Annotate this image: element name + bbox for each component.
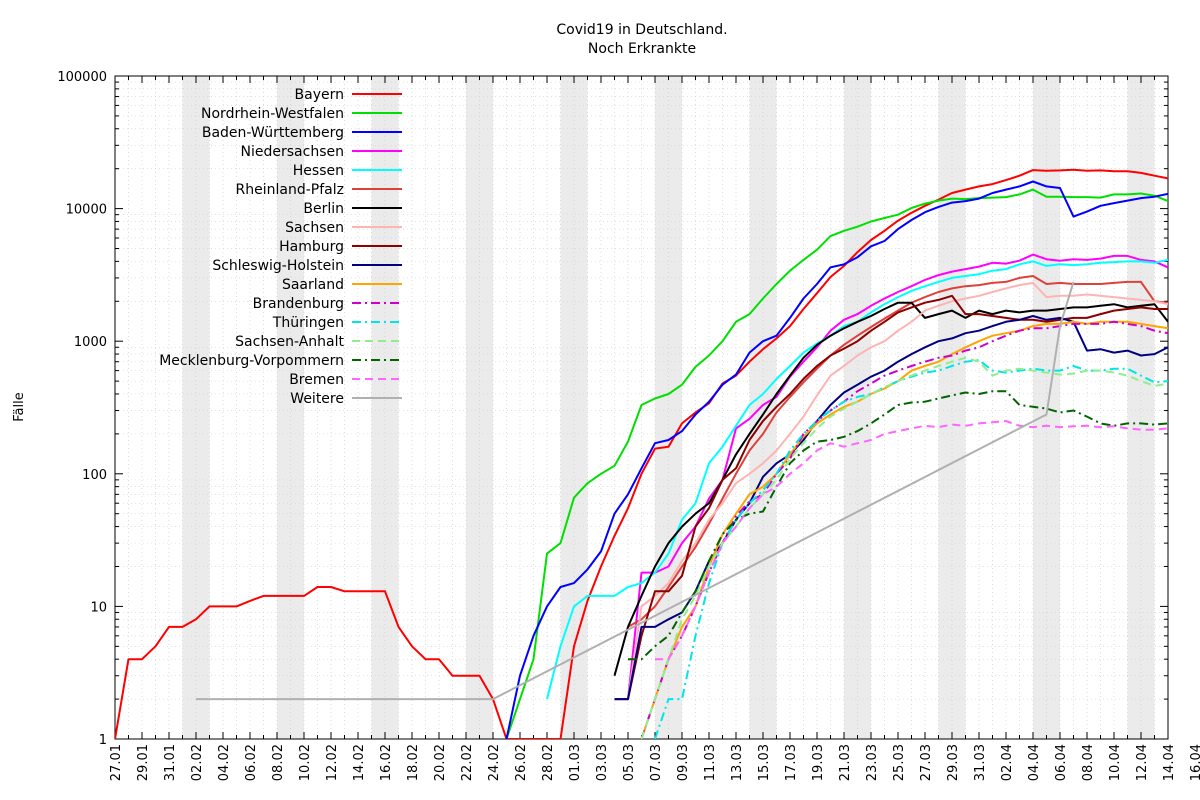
series-lines xyxy=(115,168,1168,739)
x-tick-label: 29.03 xyxy=(946,744,961,781)
x-tick-label: 02.02 xyxy=(190,744,205,781)
x-tick-label: 26.02 xyxy=(514,744,529,781)
legend-label: Mecklenburg-Vorpommern xyxy=(159,353,344,369)
series-line-bremen xyxy=(655,420,1168,661)
series-line-saarland xyxy=(640,320,1168,739)
weekend-band xyxy=(371,76,399,739)
y-tick-label: 100 xyxy=(82,468,107,483)
x-tick-label: 04.02 xyxy=(217,744,232,781)
x-tick-label: 22.02 xyxy=(460,744,475,781)
weekend-band xyxy=(844,76,871,739)
series-line-sachsen-anhalt xyxy=(640,356,1168,739)
series-line-berlin xyxy=(613,301,1168,676)
legend-label: Baden-Württemberg xyxy=(202,125,344,141)
series-line-weitere xyxy=(196,281,1075,701)
weekend-band xyxy=(749,76,777,739)
x-tick-label: 24.02 xyxy=(487,744,502,781)
legend-label: Schleswig-Holstein xyxy=(212,258,344,274)
x-tick-label: 28.02 xyxy=(541,744,556,781)
x-tick-label: 03.03 xyxy=(595,744,610,781)
series-line-hamburg xyxy=(614,294,1168,701)
legend-label: Sachsen xyxy=(285,220,344,236)
x-tick-label: 15.03 xyxy=(757,744,772,781)
legend-label: Niedersachsen xyxy=(241,144,344,160)
legend-label: Nordrhein-Westfalen xyxy=(201,106,344,122)
x-tick-label: 10.02 xyxy=(298,744,313,781)
series-line-nordrhein-westfalen xyxy=(505,188,1168,739)
weekend-band xyxy=(655,76,682,739)
legend-label: Bayern xyxy=(295,87,344,103)
x-tick-label: 17.03 xyxy=(784,744,799,781)
legend-label: Weitere xyxy=(290,391,344,407)
y-tick-label: 1000 xyxy=(74,335,107,350)
y-tick-label: 10000 xyxy=(66,203,107,218)
x-tick-label: 14.02 xyxy=(352,744,367,781)
x-tick-label: 10.04 xyxy=(1108,744,1123,781)
x-tick-label: 29.01 xyxy=(136,744,151,781)
x-tick-label: 31.01 xyxy=(163,744,178,781)
x-tick-label: 16.02 xyxy=(379,744,394,781)
series-line-bayern xyxy=(115,168,1168,739)
y-tick-label: 10 xyxy=(90,600,107,615)
x-tick-label: 21.03 xyxy=(838,744,853,781)
x-tick-label: 12.04 xyxy=(1135,744,1150,781)
grid xyxy=(114,76,1169,739)
series-line-sachsen xyxy=(614,281,1168,701)
weekend-band xyxy=(466,76,493,739)
x-axis: 27.01 29.01 31.01 02.02 04.02 06.02 08.02 10.02… xyxy=(109,76,1200,781)
x-tick-label: 25.03 xyxy=(892,744,907,781)
legend: Bayern Nordrhein-Westfalen Baden-Württembe… xyxy=(159,87,402,407)
series-line-baden-w-rttemberg xyxy=(505,180,1168,739)
legend-label: Thüringen xyxy=(272,315,344,331)
legend-label: Hamburg xyxy=(279,239,344,255)
weekend-band xyxy=(182,76,210,739)
chart-subtitle: Noch Erkrankte xyxy=(588,41,696,57)
x-tick-label: 02.04 xyxy=(1000,744,1015,781)
x-tick-label: 13.03 xyxy=(730,744,745,781)
x-tick-label: 31.03 xyxy=(973,744,988,781)
weekend-band xyxy=(560,76,588,739)
x-tick-label: 09.03 xyxy=(676,744,691,781)
series-line-rheinland-pfalz xyxy=(627,275,1168,628)
series-line-th-ringen xyxy=(654,359,1168,739)
x-tick-label: 08.02 xyxy=(271,744,286,781)
x-tick-label: 14.04 xyxy=(1162,744,1177,781)
y-tick-label: 1 xyxy=(99,733,107,748)
x-tick-label: 27.01 xyxy=(109,744,124,781)
x-tick-label: 23.03 xyxy=(865,744,880,781)
x-tick-label: 01.03 xyxy=(568,744,583,781)
x-tick-label: 06.04 xyxy=(1054,744,1069,781)
x-tick-label: 27.03 xyxy=(919,744,934,781)
x-tick-label: 07.03 xyxy=(649,744,664,781)
legend-label: Sachsen-Anhalt xyxy=(235,334,344,350)
y-axis: 1 10 100 1000 10000 100000 xyxy=(57,70,1168,748)
x-tick-label: 12.02 xyxy=(325,744,340,781)
series-line-niedersachsen xyxy=(614,253,1168,701)
x-tick-label: 16.04 xyxy=(1189,744,1200,781)
x-tick-label: 05.03 xyxy=(622,744,637,781)
x-tick-label: 04.04 xyxy=(1027,744,1042,781)
y-axis-label: Fälle xyxy=(12,392,27,421)
x-tick-label: 18.02 xyxy=(406,744,421,781)
legend-label: Rheinland-Pfalz xyxy=(236,182,344,198)
x-tick-label: 20.02 xyxy=(433,744,448,781)
legend-label: Brandenburg xyxy=(253,296,344,312)
series-line-mecklenburg-vorpommern xyxy=(628,390,1168,661)
x-tick-label: 11.03 xyxy=(703,744,718,781)
x-tick-label: 19.03 xyxy=(811,744,826,781)
y-tick-label: 100000 xyxy=(57,70,107,85)
x-tick-label: 08.04 xyxy=(1081,744,1096,781)
legend-label: Hessen xyxy=(293,163,344,179)
legend-label: Bremen xyxy=(289,372,344,388)
legend-label: Saarland xyxy=(282,277,344,293)
x-tick-label: 06.02 xyxy=(244,744,259,781)
legend-label: Berlin xyxy=(303,201,344,217)
weekend-band xyxy=(938,76,966,739)
chart-title: Covid19 in Deutschland. xyxy=(556,22,727,38)
